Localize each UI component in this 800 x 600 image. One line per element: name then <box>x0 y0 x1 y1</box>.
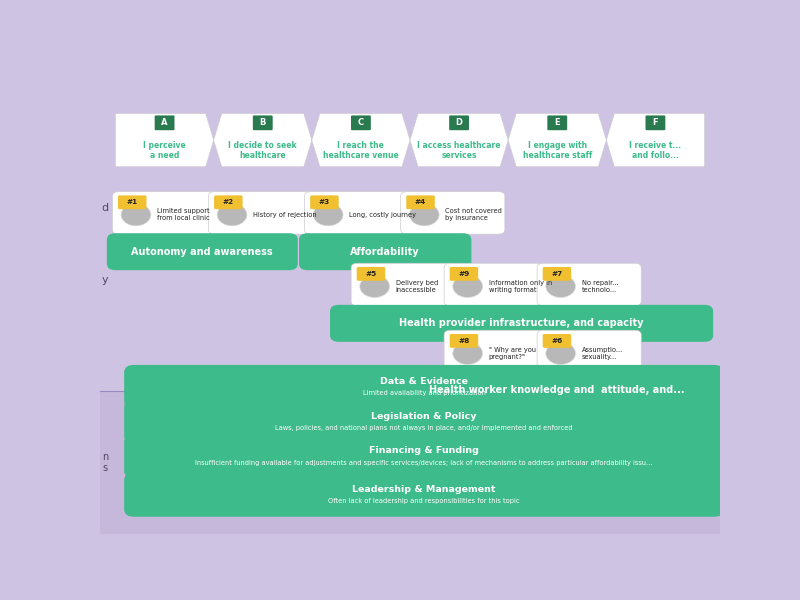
Text: E: E <box>554 118 560 127</box>
Circle shape <box>546 342 575 364</box>
Circle shape <box>546 275 575 298</box>
Text: Laws, policies, and national plans not always in place, and/or implemented and e: Laws, policies, and national plans not a… <box>275 425 573 431</box>
Text: Affordability: Affordability <box>350 247 420 257</box>
Text: y: y <box>102 275 108 285</box>
Circle shape <box>453 342 482 364</box>
Text: #7: #7 <box>551 271 562 277</box>
FancyBboxPatch shape <box>124 400 724 443</box>
Text: C: C <box>358 118 364 127</box>
Circle shape <box>453 275 482 298</box>
Text: Data & Evidence: Data & Evidence <box>380 377 468 386</box>
Text: B: B <box>259 118 266 127</box>
Text: #2: #2 <box>222 199 234 205</box>
Text: I decide to seek
healthcare: I decide to seek healthcare <box>229 141 297 160</box>
FancyBboxPatch shape <box>124 473 724 517</box>
Text: Autonomy and awareness: Autonomy and awareness <box>131 247 273 257</box>
Circle shape <box>410 203 439 226</box>
FancyBboxPatch shape <box>253 115 273 130</box>
FancyBboxPatch shape <box>351 263 455 306</box>
Text: Often lack of leadership and responsibilities for this topic: Often lack of leadership and responsibil… <box>328 498 520 504</box>
Text: Limited support
from local clinic: Limited support from local clinic <box>157 208 210 221</box>
Text: Insufficient funding available for adjustments and specific services/devices; la: Insufficient funding available for adjus… <box>195 460 653 466</box>
FancyBboxPatch shape <box>537 330 642 373</box>
Text: #9: #9 <box>458 271 470 277</box>
FancyBboxPatch shape <box>112 191 217 234</box>
FancyBboxPatch shape <box>124 365 724 409</box>
FancyBboxPatch shape <box>107 233 298 270</box>
Circle shape <box>360 275 390 298</box>
Text: #3: #3 <box>319 199 330 205</box>
Text: I engage with
healthcare staff: I engage with healthcare staff <box>522 141 592 160</box>
FancyBboxPatch shape <box>646 115 666 130</box>
FancyBboxPatch shape <box>386 372 728 409</box>
Text: Long, costly journey: Long, costly journey <box>350 212 416 218</box>
FancyBboxPatch shape <box>118 196 146 209</box>
Text: Legislation & Policy: Legislation & Policy <box>371 412 477 421</box>
Text: #6: #6 <box>551 338 562 344</box>
FancyBboxPatch shape <box>537 263 642 306</box>
FancyBboxPatch shape <box>547 115 567 130</box>
FancyBboxPatch shape <box>444 263 548 306</box>
Text: Cost not covered
by insurance: Cost not covered by insurance <box>446 208 502 221</box>
Text: D: D <box>455 118 462 127</box>
Text: Information only in
writing format: Information only in writing format <box>489 280 552 293</box>
Polygon shape <box>214 113 312 167</box>
FancyBboxPatch shape <box>449 115 469 130</box>
FancyBboxPatch shape <box>406 196 435 209</box>
FancyBboxPatch shape <box>401 191 505 234</box>
Text: No repair...
technolo...: No repair... technolo... <box>582 280 618 293</box>
Text: Health worker knowledge and  attitude, and...: Health worker knowledge and attitude, an… <box>429 385 685 395</box>
Text: I perceive
a need: I perceive a need <box>143 141 186 160</box>
FancyBboxPatch shape <box>310 196 338 209</box>
FancyBboxPatch shape <box>542 267 571 281</box>
Text: I reach the
healthcare venue: I reach the healthcare venue <box>323 141 398 160</box>
Polygon shape <box>115 113 214 167</box>
Text: Leadership & Management: Leadership & Management <box>352 485 496 494</box>
Text: d: d <box>102 203 109 213</box>
Text: #8: #8 <box>458 338 470 344</box>
Text: Delivery bed
inaccessible: Delivery bed inaccessible <box>396 280 438 293</box>
Text: Assumptio...
sexuality...: Assumptio... sexuality... <box>582 347 623 360</box>
FancyBboxPatch shape <box>154 115 174 130</box>
Text: Health provider infrastructure, and capacity: Health provider infrastructure, and capa… <box>399 319 644 328</box>
FancyBboxPatch shape <box>124 434 724 478</box>
FancyBboxPatch shape <box>542 334 571 348</box>
FancyBboxPatch shape <box>450 334 478 348</box>
Text: n
s: n s <box>102 452 108 473</box>
Text: Financing & Funding: Financing & Funding <box>369 446 479 455</box>
FancyBboxPatch shape <box>357 267 386 281</box>
Polygon shape <box>312 113 410 167</box>
FancyBboxPatch shape <box>330 305 713 342</box>
Circle shape <box>121 203 151 226</box>
Text: F: F <box>653 118 658 127</box>
Text: #5: #5 <box>366 271 377 277</box>
Circle shape <box>217 203 247 226</box>
FancyBboxPatch shape <box>209 191 313 234</box>
Text: History of rejection: History of rejection <box>253 212 317 218</box>
FancyBboxPatch shape <box>214 196 242 209</box>
Polygon shape <box>606 113 705 167</box>
Text: #1: #1 <box>126 199 138 205</box>
FancyBboxPatch shape <box>450 267 478 281</box>
Circle shape <box>314 203 343 226</box>
Text: I receive t...
and follo...: I receive t... and follo... <box>630 141 682 160</box>
FancyBboxPatch shape <box>100 391 720 534</box>
FancyBboxPatch shape <box>444 330 548 373</box>
Polygon shape <box>508 113 606 167</box>
Text: #4: #4 <box>415 199 426 205</box>
Text: I access healthcare
services: I access healthcare services <box>418 141 501 160</box>
FancyBboxPatch shape <box>351 115 371 130</box>
FancyBboxPatch shape <box>299 233 471 270</box>
Text: Limited availability and prioritization: Limited availability and prioritization <box>362 391 486 397</box>
FancyBboxPatch shape <box>305 191 409 234</box>
Text: " Why are you
pregnant?": " Why are you pregnant?" <box>489 347 536 360</box>
Text: A: A <box>162 118 168 127</box>
Polygon shape <box>410 113 508 167</box>
